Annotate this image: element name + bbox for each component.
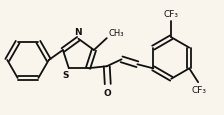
Text: CF₃: CF₃ xyxy=(192,85,207,94)
Text: S: S xyxy=(63,71,69,79)
Text: CF₃: CF₃ xyxy=(164,10,179,19)
Text: O: O xyxy=(104,88,112,97)
Text: N: N xyxy=(75,27,82,36)
Text: CH₃: CH₃ xyxy=(108,29,124,38)
